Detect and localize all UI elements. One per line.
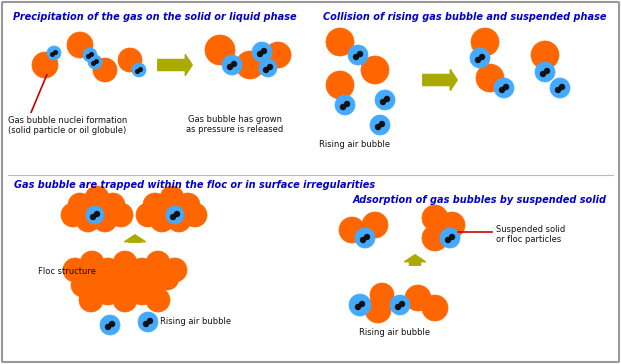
Circle shape xyxy=(61,203,85,227)
Circle shape xyxy=(370,115,390,135)
Circle shape xyxy=(370,283,394,307)
Circle shape xyxy=(109,203,133,227)
Circle shape xyxy=(79,288,103,312)
Circle shape xyxy=(353,55,358,59)
Text: Rising air bubble: Rising air bubble xyxy=(160,317,231,327)
Circle shape xyxy=(265,42,291,68)
Circle shape xyxy=(365,297,391,323)
Circle shape xyxy=(93,58,117,82)
Circle shape xyxy=(88,266,112,290)
Circle shape xyxy=(76,208,100,232)
Circle shape xyxy=(222,55,242,75)
Circle shape xyxy=(183,203,207,227)
Circle shape xyxy=(381,99,386,104)
Circle shape xyxy=(130,281,154,305)
Circle shape xyxy=(121,266,145,290)
Circle shape xyxy=(160,186,184,210)
Circle shape xyxy=(71,273,95,297)
Circle shape xyxy=(259,59,277,77)
Circle shape xyxy=(384,96,389,102)
Circle shape xyxy=(535,62,555,82)
Circle shape xyxy=(138,312,158,332)
Circle shape xyxy=(335,95,355,115)
Circle shape xyxy=(494,78,514,98)
Text: Precipitation of the gas on the solid or liquid phase: Precipitation of the gas on the solid or… xyxy=(13,12,297,22)
Circle shape xyxy=(531,41,559,69)
Circle shape xyxy=(232,62,237,67)
Circle shape xyxy=(104,273,128,297)
Circle shape xyxy=(375,90,395,110)
Circle shape xyxy=(258,51,263,56)
Circle shape xyxy=(166,206,184,224)
Circle shape xyxy=(47,46,61,60)
Circle shape xyxy=(422,295,448,321)
Circle shape xyxy=(361,237,366,242)
Circle shape xyxy=(96,281,120,305)
Circle shape xyxy=(471,28,499,56)
Circle shape xyxy=(113,251,137,275)
Circle shape xyxy=(227,64,232,70)
Circle shape xyxy=(163,258,187,282)
Circle shape xyxy=(345,102,350,107)
Circle shape xyxy=(96,258,120,282)
Circle shape xyxy=(540,71,545,76)
Circle shape xyxy=(100,315,120,335)
Circle shape xyxy=(476,58,481,63)
Circle shape xyxy=(88,55,102,69)
Circle shape xyxy=(94,211,99,217)
Circle shape xyxy=(355,305,361,309)
Circle shape xyxy=(348,45,368,65)
Circle shape xyxy=(405,285,431,311)
Text: Gas bubble are trapped within the floc or in surface irregularities: Gas bubble are trapped within the floc o… xyxy=(14,180,376,190)
Circle shape xyxy=(358,51,363,56)
Circle shape xyxy=(32,52,58,78)
Circle shape xyxy=(326,71,354,99)
Circle shape xyxy=(365,234,369,240)
Circle shape xyxy=(106,324,111,329)
Circle shape xyxy=(499,87,504,92)
Circle shape xyxy=(545,68,550,74)
Text: Floc structure: Floc structure xyxy=(38,268,96,277)
Circle shape xyxy=(130,258,154,282)
Circle shape xyxy=(86,206,104,224)
Circle shape xyxy=(560,84,564,90)
Circle shape xyxy=(450,234,455,240)
Circle shape xyxy=(399,301,404,306)
Circle shape xyxy=(143,193,167,217)
Circle shape xyxy=(261,48,266,54)
Circle shape xyxy=(439,212,465,238)
Circle shape xyxy=(376,124,381,130)
Circle shape xyxy=(155,266,179,290)
Circle shape xyxy=(87,55,90,58)
Circle shape xyxy=(109,321,114,327)
Circle shape xyxy=(83,48,97,62)
Circle shape xyxy=(263,67,268,72)
Circle shape xyxy=(422,225,448,251)
Circle shape xyxy=(167,208,191,232)
Circle shape xyxy=(171,214,176,219)
Circle shape xyxy=(390,295,410,315)
Circle shape xyxy=(91,214,96,219)
Circle shape xyxy=(339,217,365,243)
Circle shape xyxy=(146,288,170,312)
Circle shape xyxy=(470,48,490,68)
Circle shape xyxy=(92,62,95,65)
Circle shape xyxy=(63,258,87,282)
Circle shape xyxy=(136,203,160,227)
Circle shape xyxy=(138,273,162,297)
Circle shape xyxy=(113,288,137,312)
Circle shape xyxy=(138,68,142,71)
Text: Adsorption of gas bubbles by suspended solid: Adsorption of gas bubbles by suspended s… xyxy=(353,195,607,205)
Circle shape xyxy=(362,212,388,238)
Text: Rising air bubble: Rising air bubble xyxy=(360,328,430,337)
Circle shape xyxy=(93,208,117,232)
Circle shape xyxy=(205,35,235,65)
Circle shape xyxy=(136,70,139,73)
Circle shape xyxy=(176,193,200,217)
Circle shape xyxy=(422,205,448,231)
Text: Gas bubble nuclei formation
(solid particle or oil globule): Gas bubble nuclei formation (solid parti… xyxy=(8,116,127,135)
Circle shape xyxy=(150,208,174,232)
Circle shape xyxy=(68,193,92,217)
Circle shape xyxy=(143,321,148,327)
